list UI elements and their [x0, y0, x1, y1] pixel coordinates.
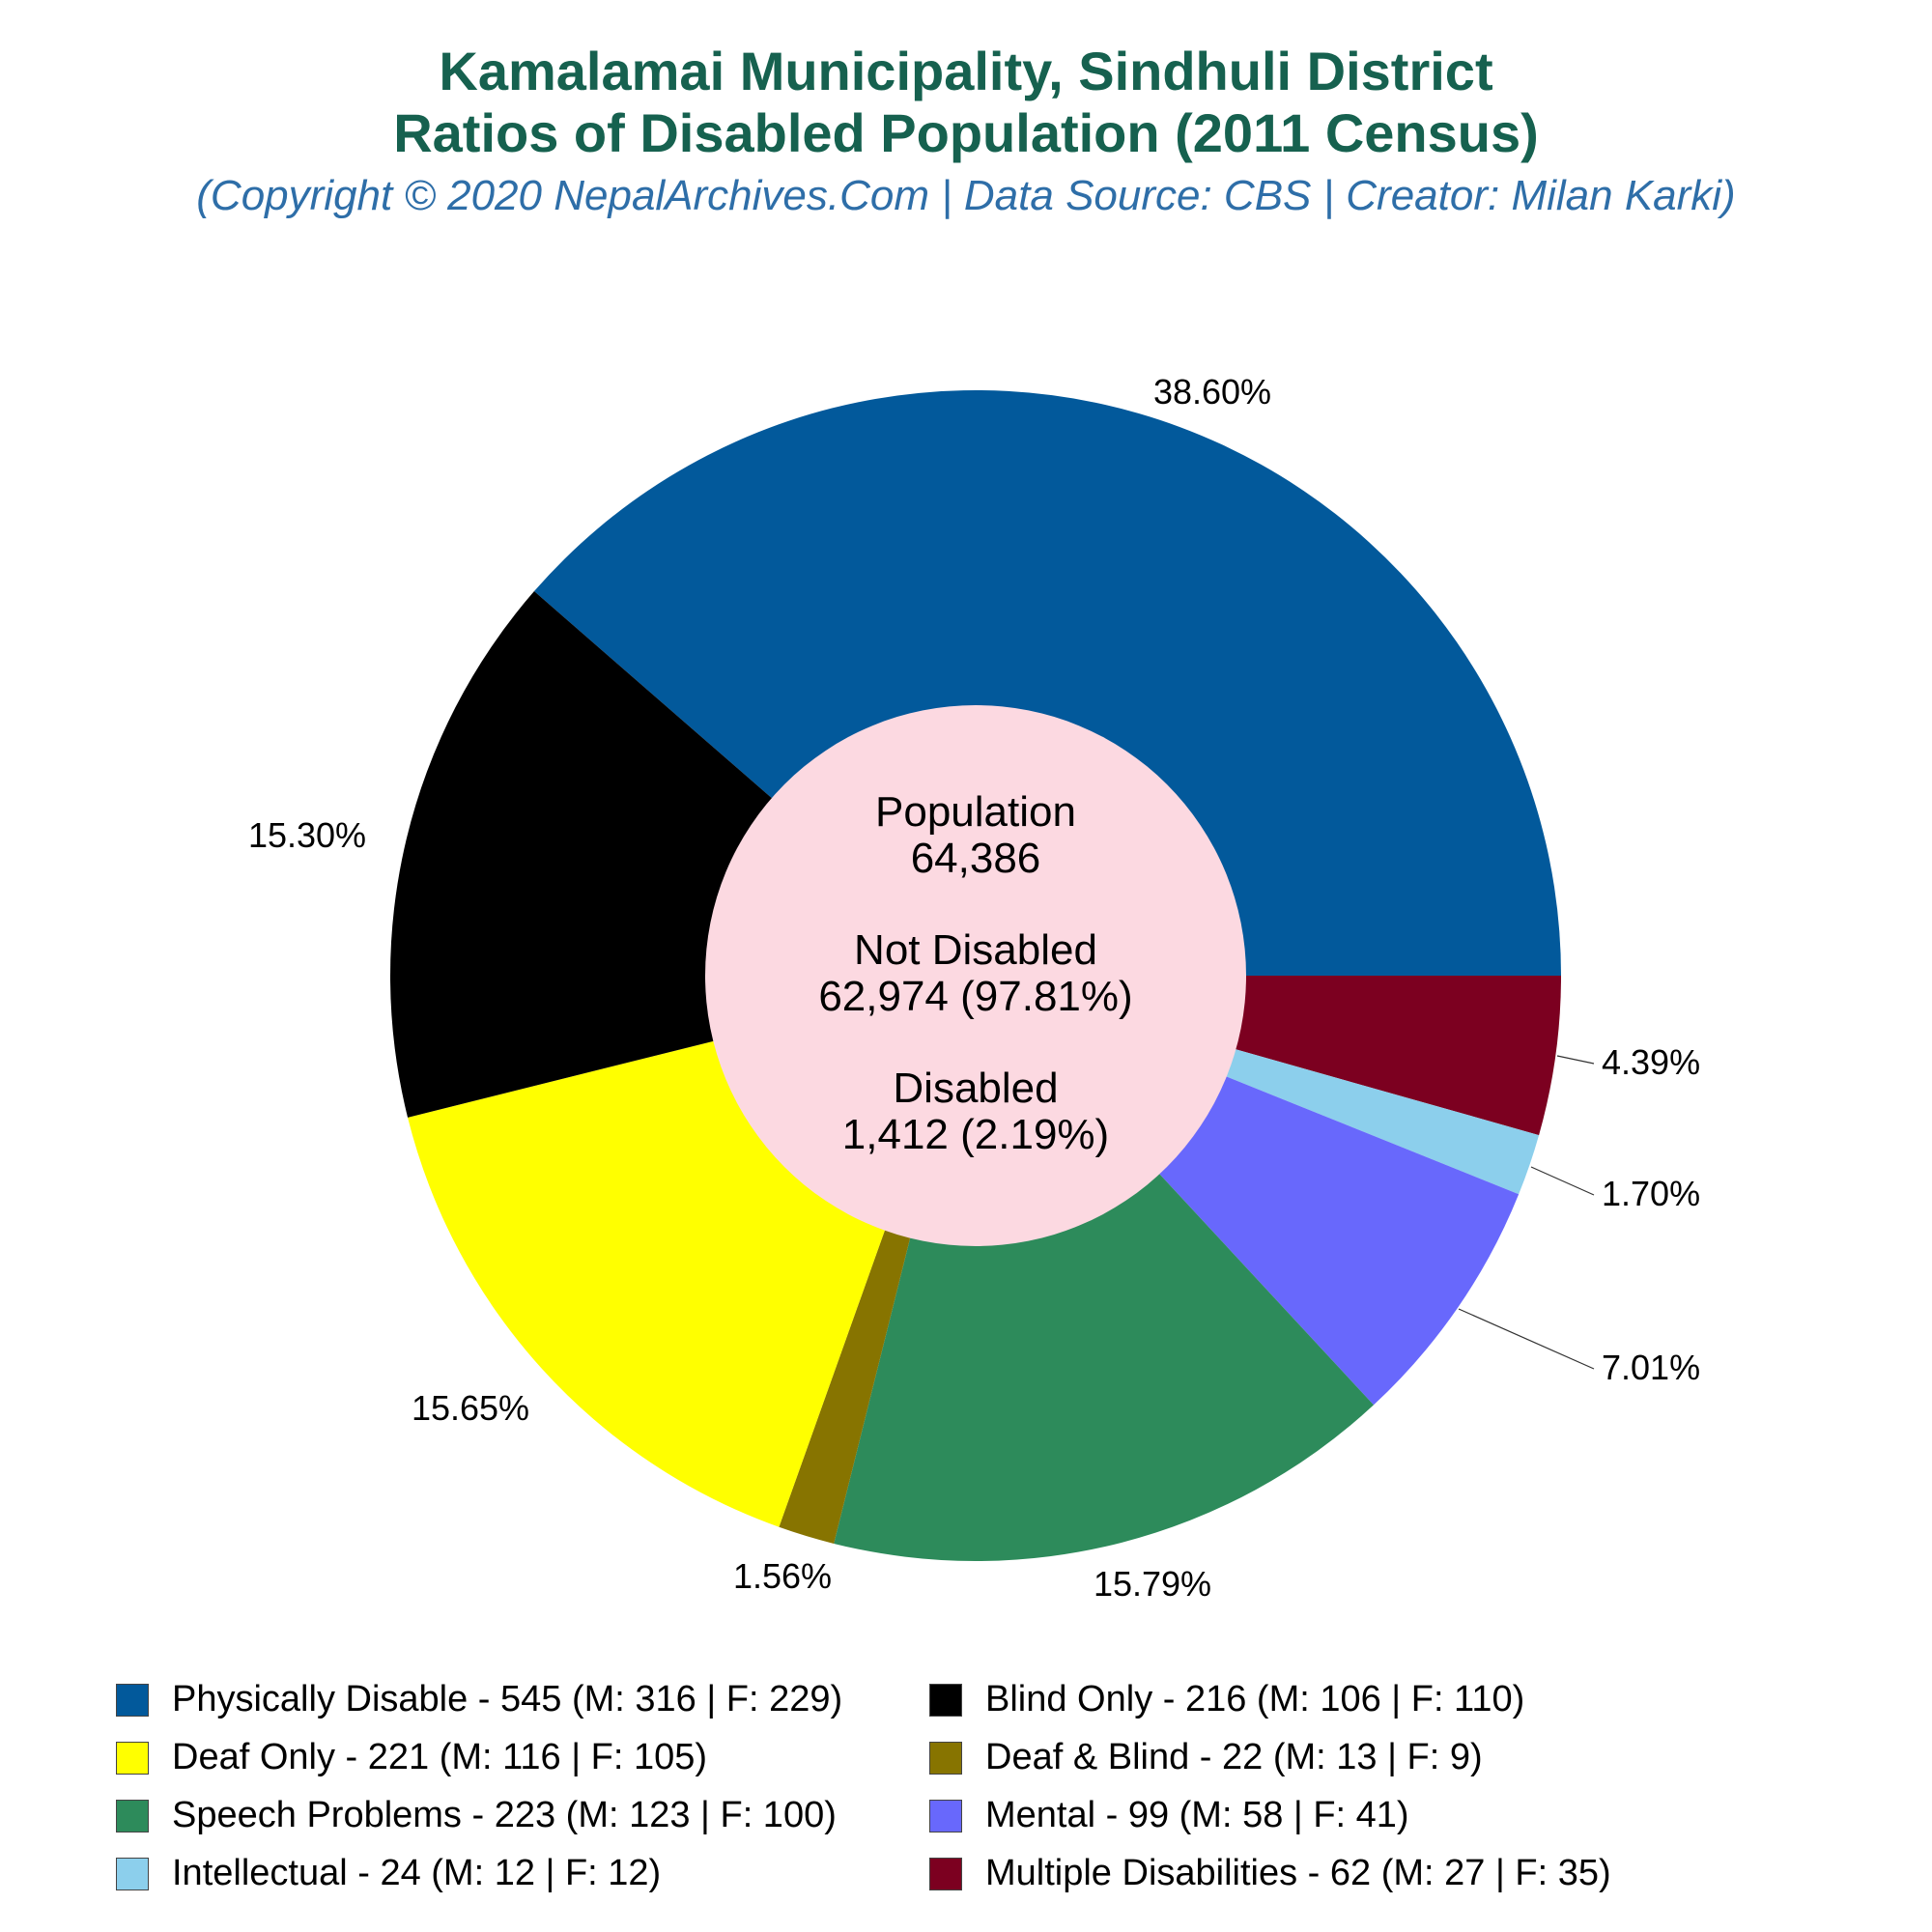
- percent-label: 1.56%: [733, 1556, 832, 1596]
- percent-label: 38.60%: [1153, 372, 1271, 412]
- legend-label: Blind Only - 216 (M: 106 | F: 110): [985, 1679, 1525, 1719]
- legend-label: Deaf Only - 221 (M: 116 | F: 105): [172, 1737, 708, 1777]
- legend-swatch: [929, 1858, 962, 1890]
- center-not-disabled-label: Not Disabled: [854, 926, 1097, 974]
- leader-lines-group: [1458, 1055, 1595, 1370]
- leader-line: [1530, 1166, 1595, 1196]
- legend-label: Mental - 99 (M: 58 | F: 41): [985, 1795, 1409, 1835]
- legend-swatch: [929, 1684, 962, 1717]
- legend-swatch: [116, 1684, 149, 1717]
- percent-label: 15.79%: [1094, 1564, 1211, 1604]
- center-not-disabled-value: 62,974 (97.81%): [818, 973, 1132, 1020]
- donut-center: [705, 705, 1246, 1246]
- legend-swatch: [116, 1742, 149, 1775]
- leader-line: [1458, 1308, 1595, 1370]
- center-population-label: Population: [875, 788, 1076, 836]
- legend-swatch: [116, 1800, 149, 1833]
- donut-chart: 38.60% 4.39% 1.70% 7.01% 15.79% 1.56% 15.65% 15…: [248, 372, 1700, 1604]
- percent-label: 15.65%: [412, 1388, 529, 1428]
- chart-subtitle: (Copyright © 2020 NepalArchives.Com | Da…: [196, 172, 1736, 219]
- percent-label: 1.70%: [1602, 1174, 1700, 1213]
- center-disabled-value: 1,412 (2.19%): [842, 1111, 1109, 1158]
- pie-slice-physically-disable: [533, 390, 1561, 977]
- legend-swatch: [116, 1858, 149, 1890]
- percent-label: 4.39%: [1602, 1042, 1700, 1082]
- percent-labels-group: 38.60% 4.39% 1.70% 7.01% 15.79% 1.56% 15.65% 15…: [248, 372, 1700, 1604]
- legend-swatch: [929, 1800, 962, 1833]
- chart-title-line2: Ratios of Disabled Population (2011 Cens…: [393, 102, 1539, 163]
- legend-label: Deaf & Blind - 22 (M: 13 | F: 9): [985, 1737, 1483, 1777]
- legend-swatch: [929, 1742, 962, 1775]
- legend-label: Multiple Disabilities - 62 (M: 27 | F: 3…: [985, 1853, 1611, 1893]
- slices-group: [390, 390, 1561, 1561]
- legend-label: Speech Problems - 223 (M: 123 | F: 100): [172, 1795, 837, 1835]
- center-population-value: 64,386: [911, 835, 1041, 882]
- center-disabled-label: Disabled: [893, 1065, 1058, 1112]
- percent-label: 15.30%: [248, 815, 366, 855]
- leader-line: [1556, 1055, 1595, 1065]
- chart-title-line1: Kamalamai Municipality, Sindhuli Distric…: [439, 41, 1493, 101]
- percent-label: 7.01%: [1602, 1348, 1700, 1387]
- legend-label: Physically Disable - 545 (M: 316 | F: 22…: [172, 1679, 843, 1719]
- legend-label: Intellectual - 24 (M: 12 | F: 12): [172, 1853, 662, 1893]
